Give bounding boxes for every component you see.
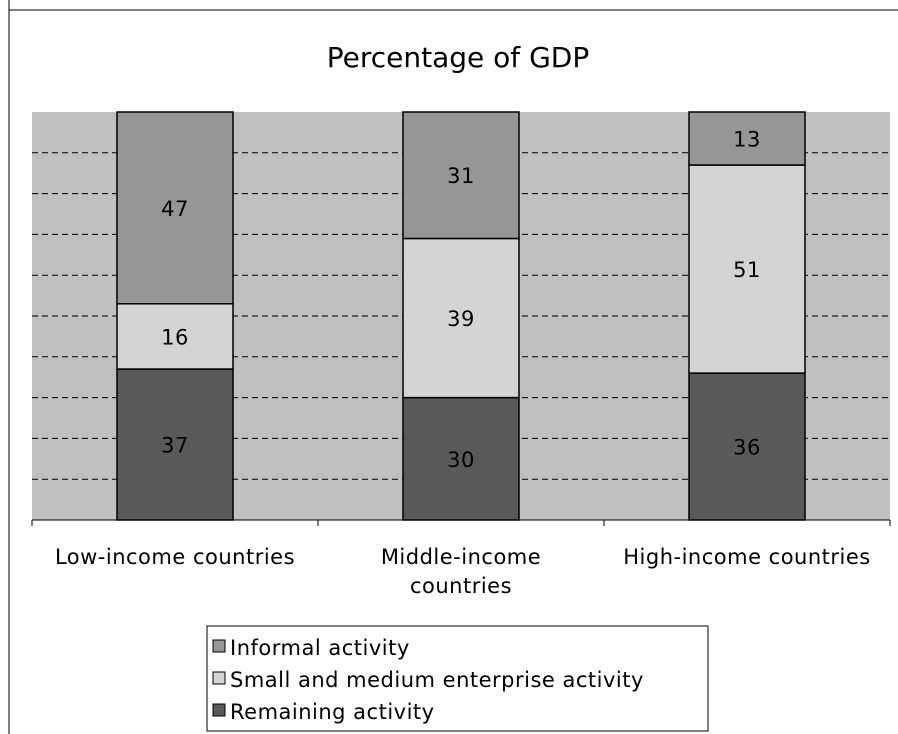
bars: [116, 111, 806, 521]
chart-title: Percentage of GDP: [327, 41, 589, 74]
bar-segment-informal-activity: [688, 111, 806, 166]
x-tick-label: Middle-income: [381, 545, 541, 569]
legend: Informal activity Small and medium enterp…: [206, 625, 709, 732]
bar-segment-small-and-medium-enterprise-activity: [116, 303, 234, 370]
legend-label-informal-activity: Informal activity: [230, 636, 410, 660]
bar-segment-remaining-activity: [402, 396, 520, 521]
bar-segment-informal-activity: [116, 111, 234, 305]
data-labels: 37 16 47 30 39 31 36 51 13: [161, 128, 761, 472]
data-label: 39: [447, 307, 475, 331]
x-tick-label: Low-income countries: [55, 545, 295, 569]
data-label: 30: [447, 448, 475, 472]
data-label: 36: [733, 436, 761, 460]
data-label: 51: [733, 258, 761, 282]
legend-label-remaining-activity: Remaining activity: [230, 700, 435, 724]
bar-segment-informal-activity: [402, 111, 520, 240]
x-axis: Low-income countries Middle-income countri…: [31, 519, 891, 598]
data-label: 16: [161, 325, 189, 349]
legend-swatch-small-and-medium-enterprise-activity: [212, 671, 226, 685]
legend-swatch-informal-activity: [212, 639, 226, 653]
data-label: 37: [161, 434, 189, 458]
legend-box: [206, 625, 709, 732]
bar-segment-small-and-medium-enterprise-activity: [688, 164, 806, 374]
data-label: 31: [447, 164, 475, 188]
data-label: 13: [733, 128, 761, 152]
x-tick-label: countries: [410, 574, 512, 598]
bar-segment-remaining-activity: [116, 368, 234, 521]
x-tick-label: High-income countries: [623, 545, 871, 569]
data-label: 47: [161, 197, 189, 221]
chart-frame: [8, 0, 898, 734]
legend-label-small-and-medium-enterprise-activity: Small and medium enterprise activity: [230, 668, 644, 692]
legend-swatch-remaining-activity: [212, 703, 226, 717]
bar-segment-small-and-medium-enterprise-activity: [402, 237, 520, 399]
